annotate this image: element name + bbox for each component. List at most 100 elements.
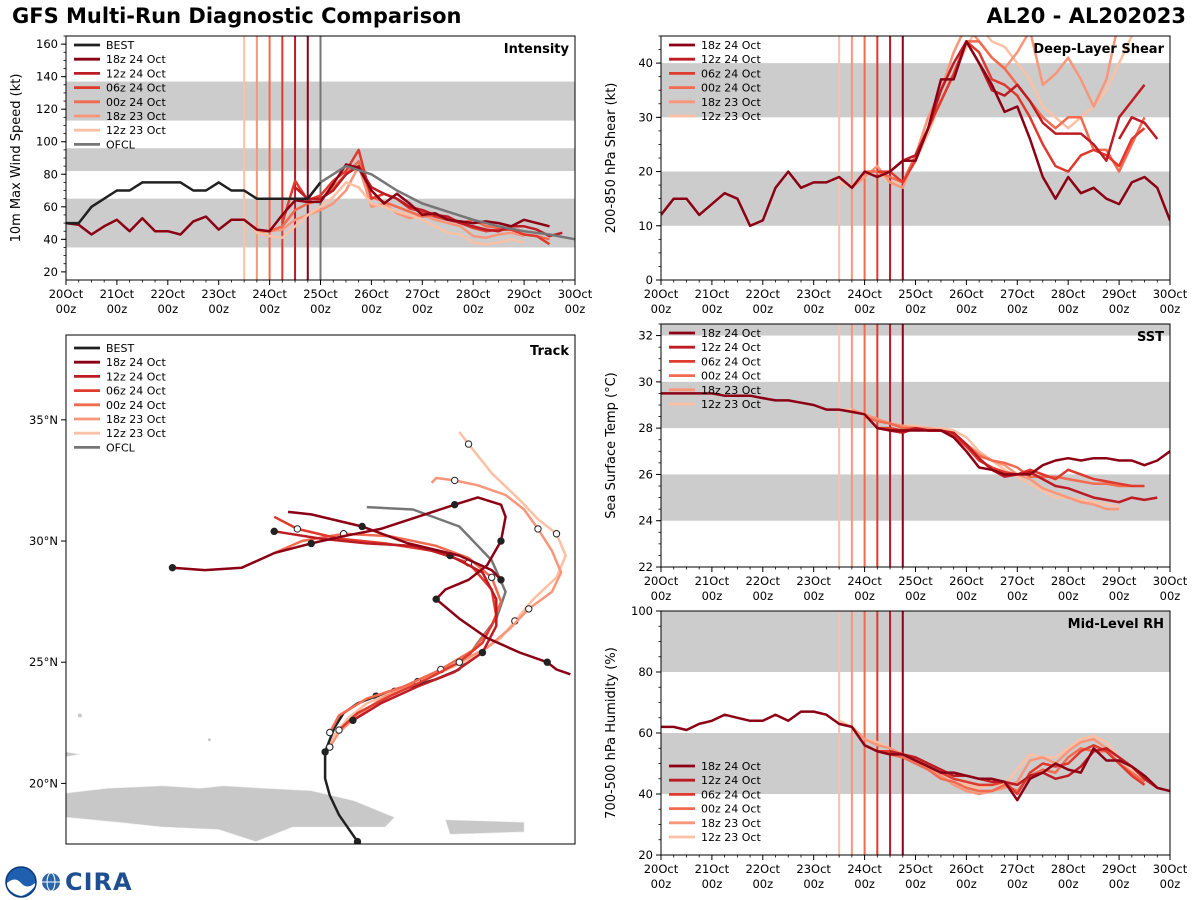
y-tick-label: 20 [638,848,653,862]
x-tick-label: 23Oct [796,287,831,301]
y-tick-label: 60 [43,200,58,214]
x-tick-label: 24Oct [847,862,882,876]
series-line [661,392,1170,476]
lat-tick-label: 20°N [29,776,58,790]
y-axis-label: 200-850 hPa Shear (kt) [604,83,619,234]
x-tick-label: 00z [752,877,773,891]
legend-label: 12z 24 Oct [701,341,761,354]
track-marker [168,563,177,572]
legend-label: 18z 23 Oct [701,384,761,397]
land-polygon [66,785,396,842]
x-tick-label: 25Oct [898,574,933,588]
legend-label: 00z 24 Oct [106,96,166,109]
x-tick-label: 29Oct [507,287,542,301]
x-tick-label: 00z [651,302,672,316]
page-title: GFS Multi-Run Diagnostic Comparison [12,4,462,28]
legend-label: 12z 23 Oct [106,124,166,137]
y-tick-label: 32 [638,329,653,343]
track-marker [478,648,487,657]
map-layer [66,431,571,844]
x-tick-label: 00z [1109,877,1130,891]
x-tick-label: 29Oct [1102,574,1137,588]
series-line [306,164,575,241]
series-group [661,392,1170,511]
series-line [1118,116,1159,140]
panel-title: Mid-Level RH [1068,617,1164,632]
x-tick-label: 00z [361,302,382,316]
y-tick-label: 20 [638,165,653,179]
x-tick-label: 21Oct [695,574,730,588]
x-tick-label: 28Oct [1051,574,1086,588]
legend-label: 18z 24 Oct [701,760,761,773]
y-tick-label: 10 [638,219,653,233]
track-line [328,431,567,748]
x-tick-label: 30Oct [1153,287,1188,301]
x-tick-label: 28Oct [1051,862,1086,876]
x-tick-label: 00z [854,877,875,891]
legend-label: 12z 23 Oct [701,831,761,844]
legend-label: 12z 23 Oct [701,398,761,411]
x-tick-label: 25Oct [898,862,933,876]
legend-label: 06z 24 Oct [106,385,166,398]
y-axis-label: 10m Max Wind Speed (kt) [9,74,24,243]
x-tick-label: 00z [208,302,229,316]
x-tick-label: 00z [854,302,875,316]
track-marker [455,658,464,666]
track-marker [321,748,329,756]
legend-label: 12z 23 Oct [106,427,166,440]
track-marker [497,576,505,584]
y-tick-label: 80 [43,167,58,181]
series-line [661,710,1170,802]
x-tick-label: 28Oct [1051,287,1086,301]
x-tick-label: 29Oct [1102,862,1137,876]
x-tick-label: 00z [702,302,723,316]
x-tick-label: 00z [956,589,977,603]
x-tick-label: 00z [412,302,433,316]
y-axis-label: Sea Surface Temp (°C) [604,372,619,519]
track-line [273,532,503,734]
x-tick-label: 00z [107,302,128,316]
series-group [661,710,1170,802]
legend-label: 18z 23 Oct [701,817,761,830]
x-tick-label: 27Oct [405,287,440,301]
y-tick-label: 100 [631,604,653,618]
series-line [889,747,1159,789]
legend-label: 06z 24 Oct [701,355,761,368]
lat-tick-label: 30°N [29,534,58,548]
x-tick-label: 00z [752,589,773,603]
x-tick-label: 00z [1007,589,1028,603]
x-tick-label: 25Oct [303,287,338,301]
x-tick-label: 00z [259,302,280,316]
x-tick-label: 00z [651,589,672,603]
track-marker [432,595,440,603]
legend-label: 12z 24 Oct [701,53,761,66]
y-tick-label: 60 [638,726,653,740]
land-island [77,713,82,718]
y-tick-label: 28 [638,421,653,435]
panel-sst: 22242628303220Oct00z21Oct00z22Oct00z23Oc… [604,323,1188,603]
land-polygon [444,819,525,835]
track-marker [349,716,357,725]
storm-id-title: AL20 - AL202023 [986,4,1187,28]
y-tick-label: 24 [638,514,653,528]
y-tick-label: 40 [638,787,653,801]
y-tick-label: 26 [638,467,653,481]
series-line [661,40,1170,228]
x-tick-label: 24Oct [252,287,287,301]
x-tick-label: 00z [956,302,977,316]
x-tick-label: 26Oct [354,287,389,301]
x-tick-label: 00z [1109,589,1130,603]
land-polygon [66,751,80,758]
track-marker [464,440,473,448]
y-tick-label: 40 [638,56,653,70]
x-tick-label: 21Oct [100,287,135,301]
series-group [661,36,1170,228]
track-line [172,496,571,676]
series-line [243,181,525,246]
logo-text: CIRA [65,868,133,896]
y-tick-label: 30 [638,110,653,124]
x-tick-label: 00z [702,589,723,603]
track-marker [450,476,459,485]
